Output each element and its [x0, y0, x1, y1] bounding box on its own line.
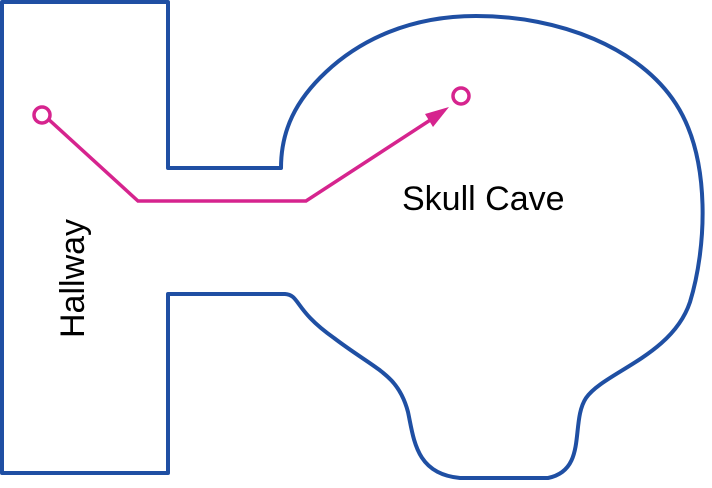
wall-outline [0, 0, 705, 480]
route-line [44, 113, 439, 203]
route-arrowhead-icon [425, 107, 449, 127]
area-label-hallway: Hallway [54, 219, 92, 338]
route-end-marker [451, 86, 471, 106]
area-label-skull-cave: Skull Cave [402, 180, 565, 218]
route-start-marker [32, 105, 52, 125]
